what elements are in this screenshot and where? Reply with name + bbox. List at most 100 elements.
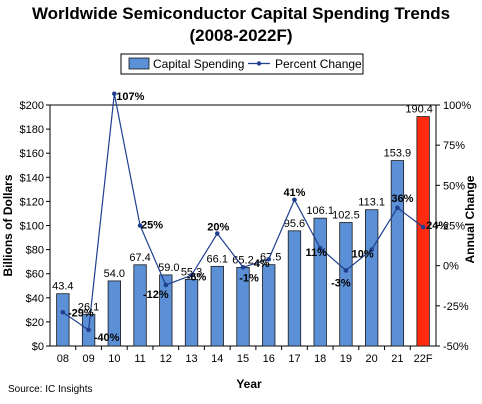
- bar-value-label: 54.0: [104, 268, 125, 280]
- y-tick-label: $0: [32, 341, 44, 353]
- percent-change-label: 10%: [352, 249, 374, 261]
- bar-value-label: 65.2: [232, 254, 253, 266]
- percent-change-marker: [317, 245, 323, 251]
- x-tick-label: 15: [237, 353, 249, 365]
- percent-change-label: 107%: [116, 91, 144, 103]
- percent-change-marker: [292, 197, 297, 203]
- bar: [133, 264, 147, 347]
- percent-change-label: -3%: [331, 277, 351, 289]
- y2-tick-label: 0%: [443, 261, 459, 273]
- percent-change-marker: [86, 327, 91, 333]
- source-note: Source: IC Insights: [8, 384, 93, 395]
- percent-change-marker: [343, 268, 349, 273]
- bar-forecast: [416, 116, 430, 347]
- bar: [56, 293, 70, 347]
- plot-area: $0 $20 $40 $60 $80 $100 $120 $140 $160 $180 $200 -5…: [1, 91, 477, 391]
- y2-tick-label: -50%: [443, 341, 469, 353]
- legend-line-marker: [256, 61, 262, 66]
- percent-change-label: -40%: [94, 332, 120, 344]
- x-tick-label: 22F: [414, 353, 433, 365]
- percent-change-marker: [60, 309, 66, 315]
- x-axis-title: Year: [236, 377, 262, 391]
- percent-change-marker: [420, 224, 426, 230]
- percent-change-marker: [189, 273, 194, 278]
- percent-change-label: 25%: [141, 220, 163, 232]
- chart-subtitle: (2008-2022F): [189, 26, 293, 45]
- y2-tick-label: -25%: [443, 301, 469, 313]
- y2-tick-label: 100%: [443, 100, 471, 112]
- y-tick-label: $100: [20, 221, 44, 233]
- x-tick-label: 19: [340, 353, 352, 365]
- percent-change-marker: [137, 223, 143, 228]
- percent-change-label: -1%: [239, 272, 259, 284]
- percent-change-marker: [112, 91, 117, 97]
- x-tick-label: 13: [185, 353, 197, 365]
- y-tick-label: $120: [20, 196, 44, 208]
- percent-change-marker: [266, 256, 272, 262]
- x-tick-label: 10: [108, 353, 120, 365]
- bar-value-label: 153.9: [384, 148, 412, 160]
- bar: [287, 230, 302, 347]
- y2-tick-label: 75%: [443, 140, 465, 152]
- y-tick-label: $80: [26, 245, 44, 257]
- bar: [365, 209, 379, 347]
- percent-change-label: 20%: [207, 222, 229, 234]
- legend-box: [120, 53, 364, 75]
- bar-value-label: 26.1: [78, 302, 99, 314]
- x-tick-label: 16: [263, 353, 275, 365]
- legend-capital-spending: Capital Spending: [153, 57, 244, 71]
- bar: [262, 264, 276, 347]
- y2-axis-title: Annual Change: [463, 175, 477, 263]
- percent-change-marker: [214, 231, 220, 236]
- legend-percent-change: Percent Change: [275, 57, 362, 71]
- percent-change-label: 36%: [391, 193, 413, 205]
- percent-change-label: -12%: [143, 289, 169, 301]
- bar-value-label: 113.1: [358, 197, 385, 209]
- bar-value-label: 66.1: [207, 253, 228, 265]
- percent-change-label: 41%: [283, 187, 305, 199]
- y-tick-label: $20: [26, 317, 44, 329]
- percent-change-label: -29%: [68, 307, 94, 319]
- y-tick-label: $60: [26, 269, 44, 281]
- bar: [313, 217, 327, 347]
- x-tick-label: 18: [314, 353, 326, 365]
- percent-change-marker: [395, 205, 400, 211]
- y-tick-label: $160: [20, 148, 44, 160]
- x-tick-label: 08: [57, 353, 69, 365]
- y2-tick-label: 25%: [443, 221, 465, 233]
- bar-value-label: 59.0: [158, 262, 179, 274]
- bar: [107, 280, 121, 347]
- bar-value-label: 43.4: [52, 281, 73, 293]
- percent-change-label: -6%: [187, 271, 207, 283]
- percent-change-label: 11%: [305, 247, 327, 259]
- percent-change-label: 24%: [426, 220, 448, 232]
- y-tick-label: $180: [20, 124, 44, 136]
- bar-value-label: 102.5: [332, 209, 360, 221]
- y-tick-label: $200: [20, 100, 44, 112]
- percent-change-label: 4%: [254, 258, 270, 270]
- bar: [210, 265, 224, 347]
- x-tick-label: 09: [82, 353, 94, 365]
- bar: [184, 278, 199, 347]
- x-tick-label: 11: [134, 353, 145, 365]
- percent-change-marker: [369, 247, 374, 252]
- x-tick-label: 12: [160, 353, 172, 365]
- x-tick-label: 20: [366, 353, 378, 365]
- x-tick-label: 17: [288, 353, 300, 365]
- percent-change-marker: [163, 282, 169, 288]
- percent-change-marker: [240, 264, 246, 270]
- bar-value-label: 190.4: [405, 104, 433, 116]
- y2-tick-label: 50%: [443, 180, 465, 192]
- bar: [339, 222, 353, 347]
- bar-value-label: 67.4: [129, 252, 150, 264]
- y-axis-title: Billions of Dollars: [1, 174, 15, 276]
- bar-value-label: 55.3: [181, 266, 202, 278]
- bar: [159, 274, 173, 347]
- bar-value-label: 95.6: [284, 218, 305, 230]
- x-tick-label: 14: [211, 353, 223, 365]
- legend-bar-swatch: [128, 57, 150, 70]
- x-tick-label: 21: [391, 353, 403, 365]
- bar: [390, 160, 405, 347]
- chart-title: Worldwide Semiconductor Capital Spending…: [31, 4, 451, 23]
